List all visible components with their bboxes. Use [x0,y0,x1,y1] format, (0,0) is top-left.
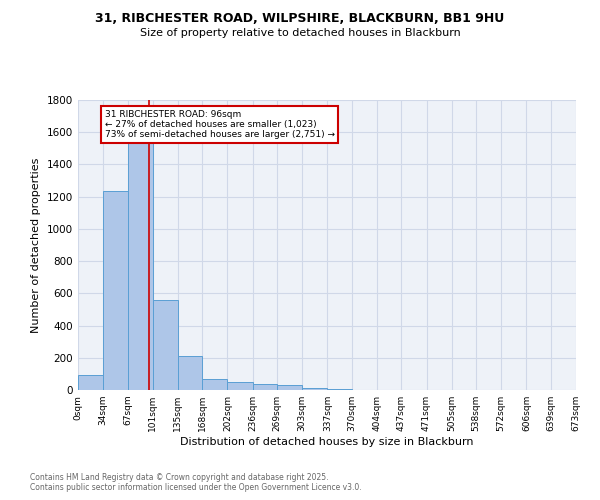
Bar [178,356,202,390]
Bar [302,388,328,390]
Bar [277,386,302,390]
Bar [328,388,352,390]
Text: Contains public sector information licensed under the Open Government Licence v3: Contains public sector information licen… [30,484,362,492]
Bar [153,300,178,390]
Bar [103,191,128,390]
Text: Contains HM Land Registry data © Crown copyright and database right 2025.: Contains HM Land Registry data © Crown c… [30,474,329,482]
Text: 31, RIBCHESTER ROAD, WILPSHIRE, BLACKBURN, BB1 9HU: 31, RIBCHESTER ROAD, WILPSHIRE, BLACKBUR… [95,12,505,26]
Bar [128,120,153,390]
Y-axis label: Number of detached properties: Number of detached properties [31,158,41,332]
Bar [202,378,227,390]
Bar [253,384,277,390]
Bar [78,374,103,390]
Text: 31 RIBCHESTER ROAD: 96sqm
← 27% of detached houses are smaller (1,023)
73% of se: 31 RIBCHESTER ROAD: 96sqm ← 27% of detac… [104,110,335,140]
Bar [227,382,253,390]
Text: Size of property relative to detached houses in Blackburn: Size of property relative to detached ho… [140,28,460,38]
X-axis label: Distribution of detached houses by size in Blackburn: Distribution of detached houses by size … [180,437,474,447]
